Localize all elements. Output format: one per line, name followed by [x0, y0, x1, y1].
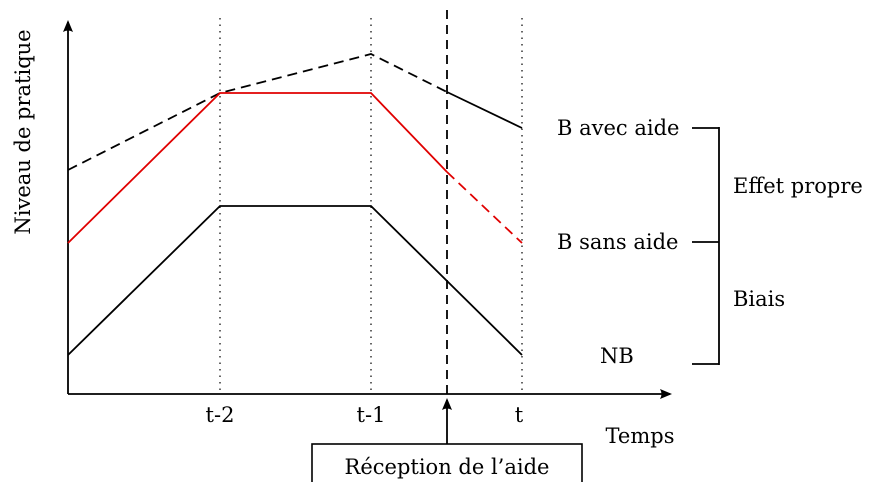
tick-label-t-2: t-2: [206, 403, 235, 427]
bracket-label-biais: Biais: [733, 287, 785, 311]
b-avec-aide-line-solid: [446, 91, 523, 129]
b-sans-aide-line-dashed: [446, 171, 523, 244]
tick-label-t-1: t-1: [357, 403, 386, 427]
b-avec-aide-line-dashed: [67, 53, 448, 171]
aid-reception-box: [311, 443, 583, 482]
y-axis-label: Niveau de pratique: [11, 29, 35, 234]
aid-reception-label: Réception de l’aide: [345, 455, 550, 479]
series-label-b-sans-aide: B sans aide: [557, 230, 679, 254]
nb-line: [67, 205, 523, 356]
series-label-nb: NB: [600, 344, 634, 368]
tick-label-t: t: [515, 403, 524, 427]
bracket-label-effet-propre: Effet propre: [733, 174, 863, 198]
x-axis-label: Temps: [606, 424, 675, 448]
b-sans-aide-line-solid: [67, 92, 448, 244]
series-label-b-avec-aide: B avec aide: [557, 116, 679, 140]
